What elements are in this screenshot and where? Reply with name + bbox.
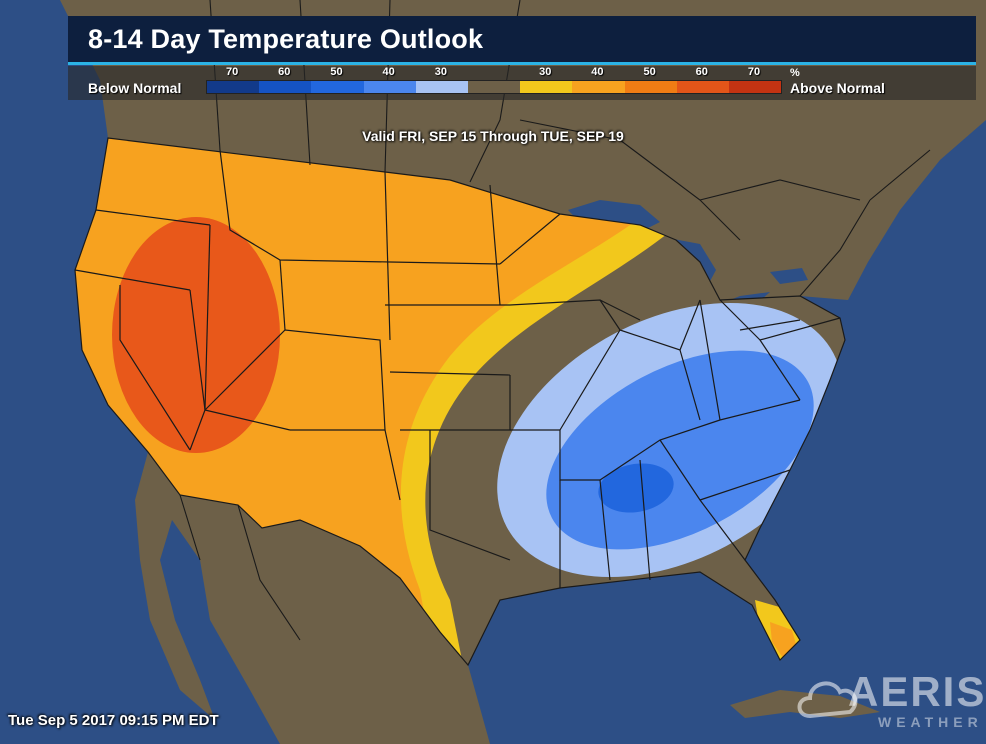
legend-swatch-8: [624, 81, 677, 93]
valid-period-text: Valid FRI, SEP 15 Through TUE, SEP 19: [362, 128, 624, 144]
legend-swatch-2: [311, 81, 364, 93]
lake-ontario: [770, 268, 808, 284]
legend-swatch-5: [467, 81, 521, 93]
below-normal-50-zone: [598, 463, 674, 513]
legend-tick-1: 60: [278, 66, 291, 78]
aeris-weather-logo: AERIS WEATHER: [792, 664, 984, 738]
legend-swatch-3: [363, 81, 416, 93]
title-bar: 8-14 Day Temperature Outlook: [68, 16, 976, 65]
logo-subtext: WEATHER: [878, 714, 983, 730]
page-title: 8-14 Day Temperature Outlook: [88, 24, 484, 54]
below-normal-label: Below Normal: [88, 80, 182, 96]
above-normal-label: Above Normal: [790, 80, 885, 96]
legend-swatch-10: [728, 81, 782, 93]
legend-bar: Below Normal Above Normal % 70 60 50 40 30 30…: [68, 66, 976, 100]
state-borders: [74, 137, 846, 667]
legend-tick-2: 50: [330, 66, 343, 78]
issued-timestamp: Tue Sep 5 2017 09:15 PM EDT: [8, 712, 219, 729]
legend-tick-6: 30: [539, 66, 552, 78]
legend-tick-labels: 70 60 50 40 30 30 40 50 60 70: [206, 66, 780, 79]
legend-swatch-0: [207, 81, 260, 93]
logo-wordmark: AERIS: [848, 668, 986, 715]
legend-tick-0: 70: [225, 66, 239, 78]
legend-tick-5: [467, 66, 519, 79]
legend-swatch-4: [415, 81, 468, 93]
legend-color-scale: [206, 80, 782, 94]
percent-unit-label: %: [790, 67, 800, 79]
legend-swatch-1: [259, 81, 312, 93]
legend-tick-9: 60: [695, 66, 708, 78]
legend-swatch-6: [520, 81, 573, 93]
mexico-landmass: [135, 452, 490, 744]
legend-swatch-9: [676, 81, 729, 93]
legend-swatch-7: [572, 81, 625, 93]
cloud-logo-icon: [797, 681, 858, 719]
legend-tick-8: 50: [643, 66, 656, 78]
legend-tick-3: 40: [382, 66, 395, 78]
legend-tick-7: 40: [591, 66, 604, 78]
legend-tick-10: 70: [747, 66, 761, 78]
legend-tick-4: 30: [434, 66, 447, 78]
